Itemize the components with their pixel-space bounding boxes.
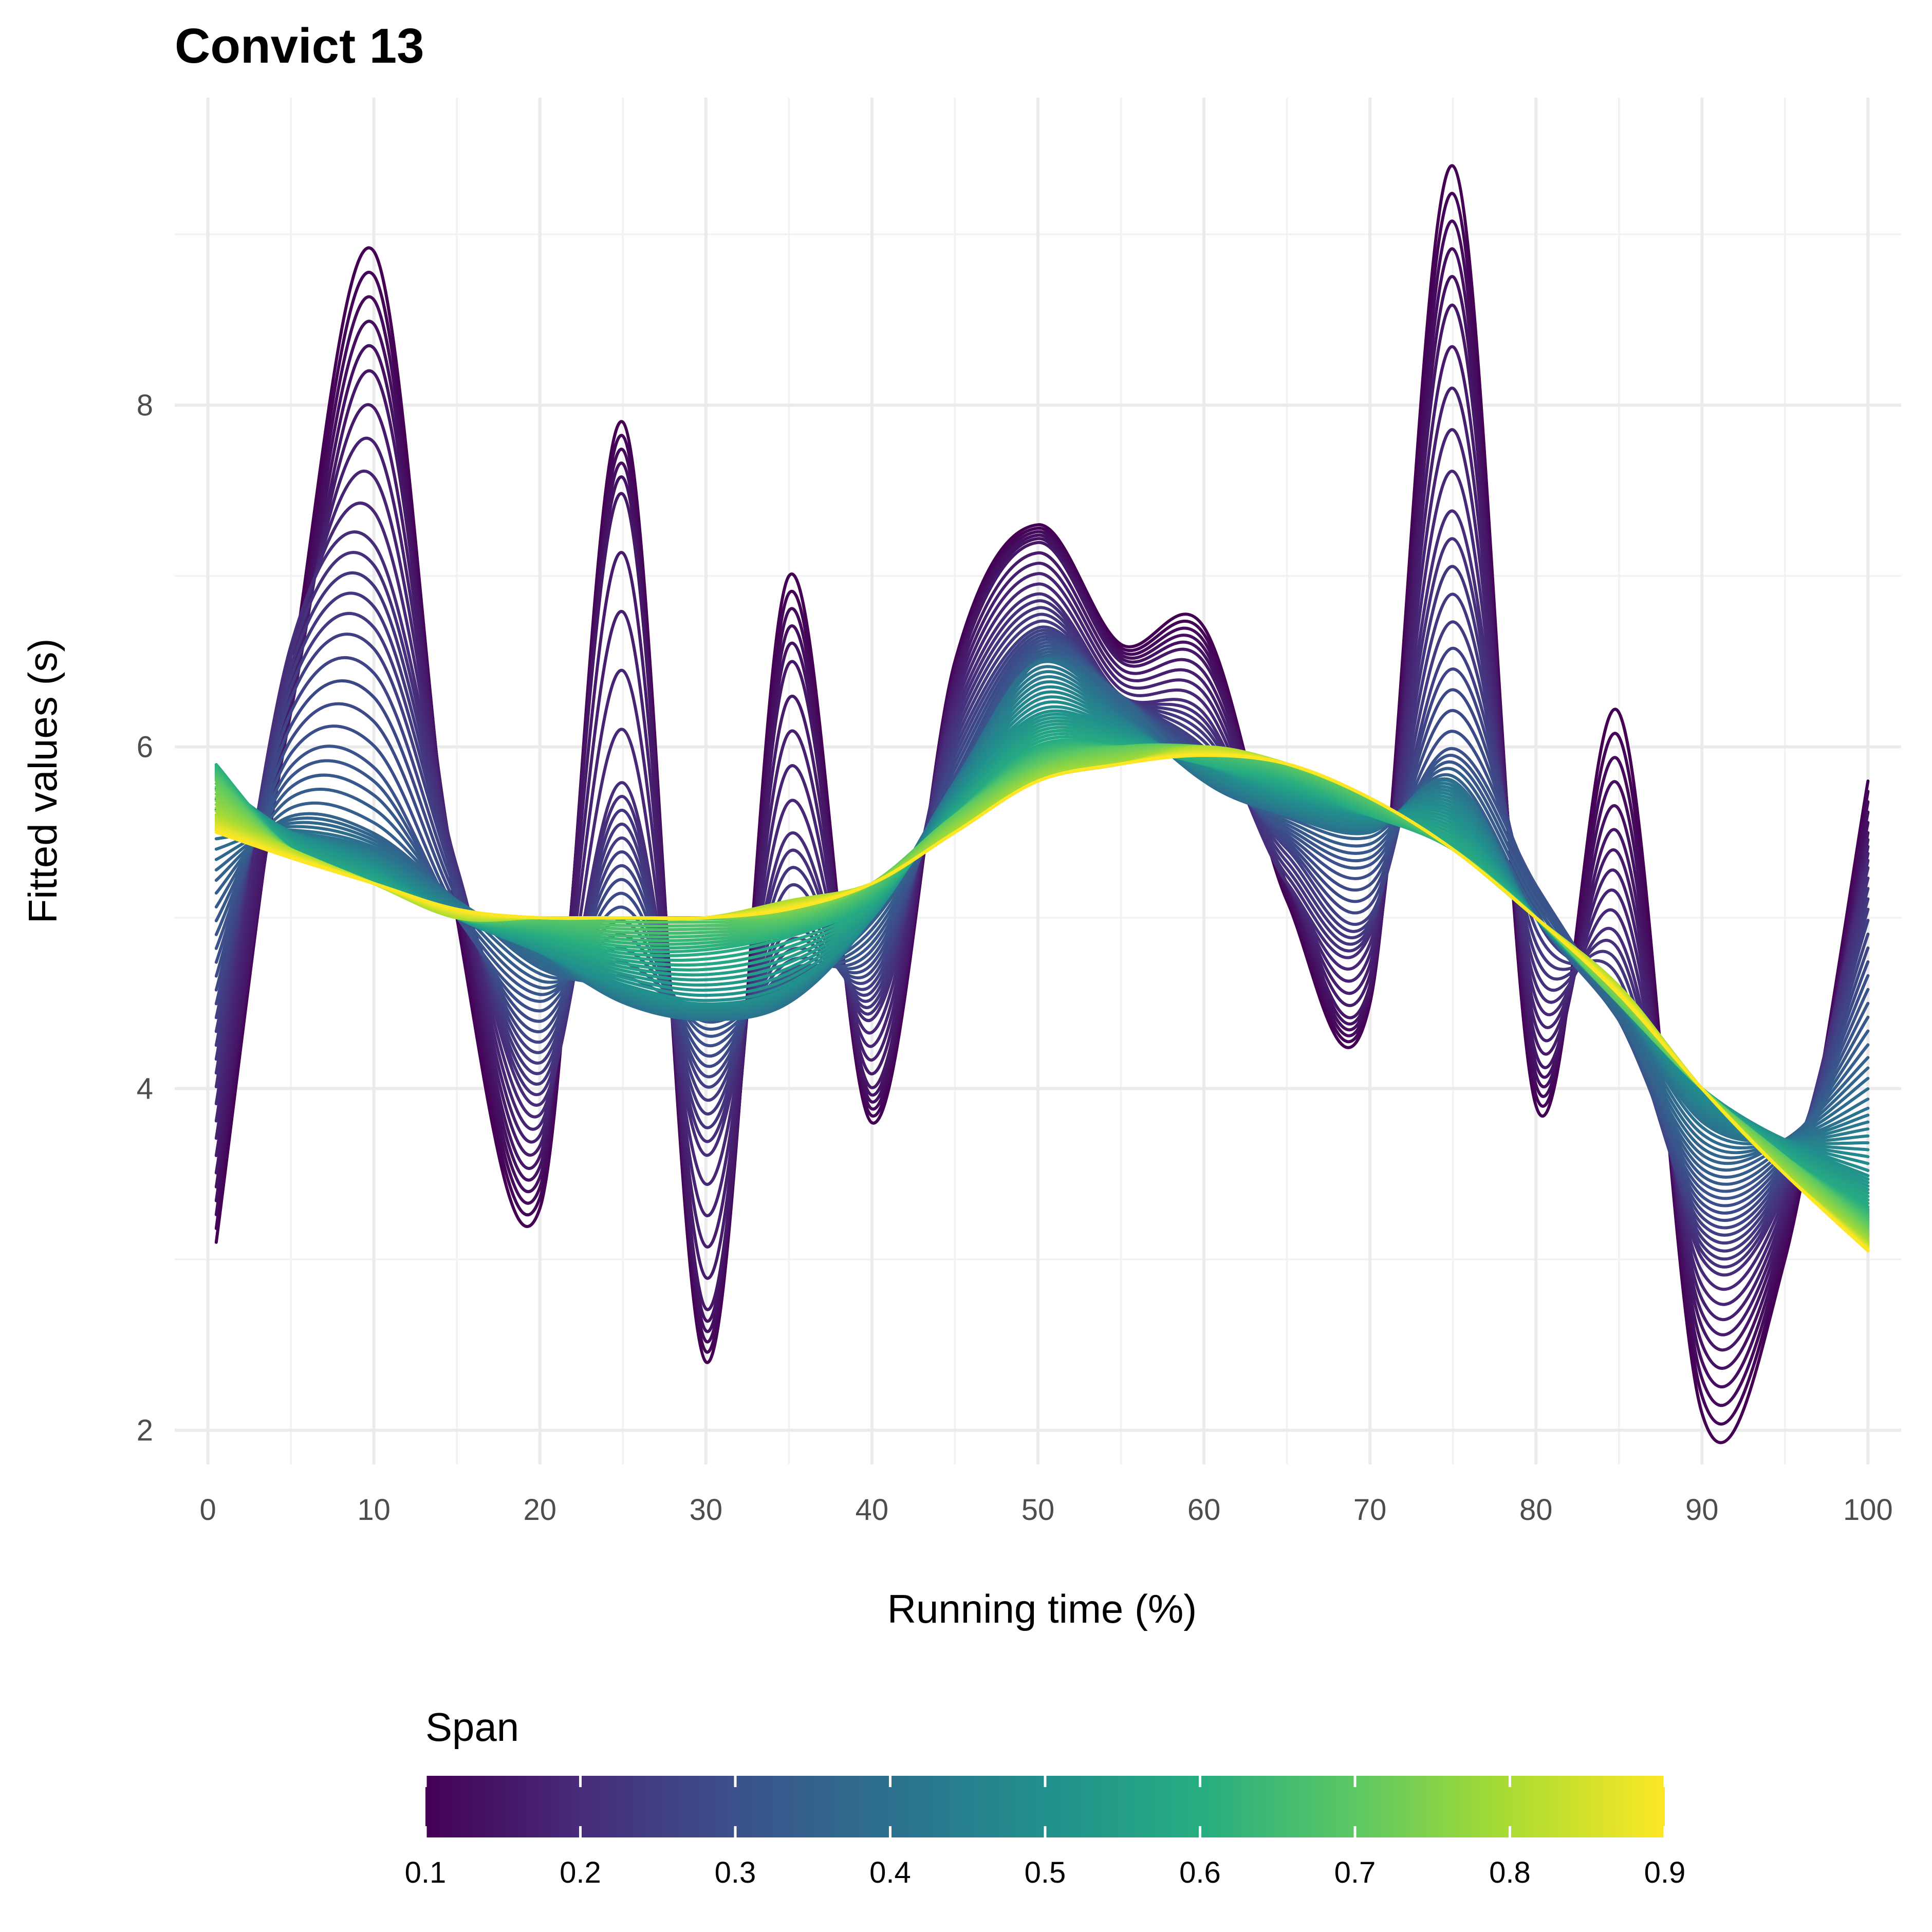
x-tick-label: 90 <box>1685 1493 1719 1527</box>
series-line-span <box>214 744 1870 1225</box>
series-line-span <box>214 304 1870 1352</box>
x-tick-label: 100 <box>1843 1493 1893 1527</box>
x-tick-label: 20 <box>524 1493 557 1527</box>
y-tick-label: 6 <box>137 731 153 764</box>
series-line-span <box>214 735 1870 1205</box>
series-lines <box>214 164 1870 1444</box>
legend-tick-label: 0.3 <box>715 1856 756 1889</box>
y-tick-label: 8 <box>137 389 153 422</box>
series-line-span <box>214 386 1870 1322</box>
y-axis-ticks: 2 4 6 8 <box>137 389 153 1447</box>
y-axis-title: Fitted values (s) <box>20 639 65 924</box>
series-line-span <box>214 247 1870 1389</box>
legend-tick-label: 0.4 <box>869 1856 911 1889</box>
x-tick-label: 0 <box>199 1493 216 1527</box>
y-tick-label: 2 <box>137 1414 153 1447</box>
legend-tick-label: 0.5 <box>1025 1856 1066 1889</box>
legend-tick-label: 0.6 <box>1179 1856 1221 1889</box>
x-tick-label: 30 <box>690 1493 723 1527</box>
legend-title: Span <box>425 1704 519 1750</box>
series-line-span <box>214 743 1870 1227</box>
y-tick-label: 4 <box>137 1072 153 1106</box>
x-tick-label: 10 <box>357 1493 391 1527</box>
legend-tick-label: 0.1 <box>405 1856 447 1889</box>
x-axis-ticks: 0 10 20 30 40 50 60 70 80 90 100 <box>199 1493 1892 1527</box>
series-line-span <box>214 275 1870 1370</box>
color-legend: Span 0.1 0.2 0.3 0.4 0.5 0.6 0.7 0.8 0.9 <box>405 1704 1686 1889</box>
x-tick-label: 50 <box>1021 1493 1055 1527</box>
legend-tick-label: 0.7 <box>1334 1856 1376 1889</box>
x-tick-label: 80 <box>1519 1493 1553 1527</box>
series-line-span <box>214 428 1870 1306</box>
series-line-span <box>214 745 1870 1223</box>
legend-ticks: 0.1 0.2 0.3 0.4 0.5 0.6 0.7 0.8 0.9 <box>405 1776 1686 1889</box>
series-line-span <box>214 345 1870 1336</box>
x-axis-title: Running time (%) <box>887 1586 1197 1631</box>
series-line-span <box>214 164 1870 1444</box>
legend-tick-label: 0.2 <box>560 1856 601 1889</box>
legend-tick-label: 0.8 <box>1489 1856 1531 1889</box>
x-tick-label: 60 <box>1187 1493 1221 1527</box>
legend-tick-label: 0.9 <box>1644 1856 1686 1889</box>
chart-title: Convict 13 <box>175 18 424 73</box>
series-line-span <box>214 754 1870 1253</box>
x-tick-label: 40 <box>856 1493 889 1527</box>
x-tick-label: 70 <box>1353 1493 1387 1527</box>
